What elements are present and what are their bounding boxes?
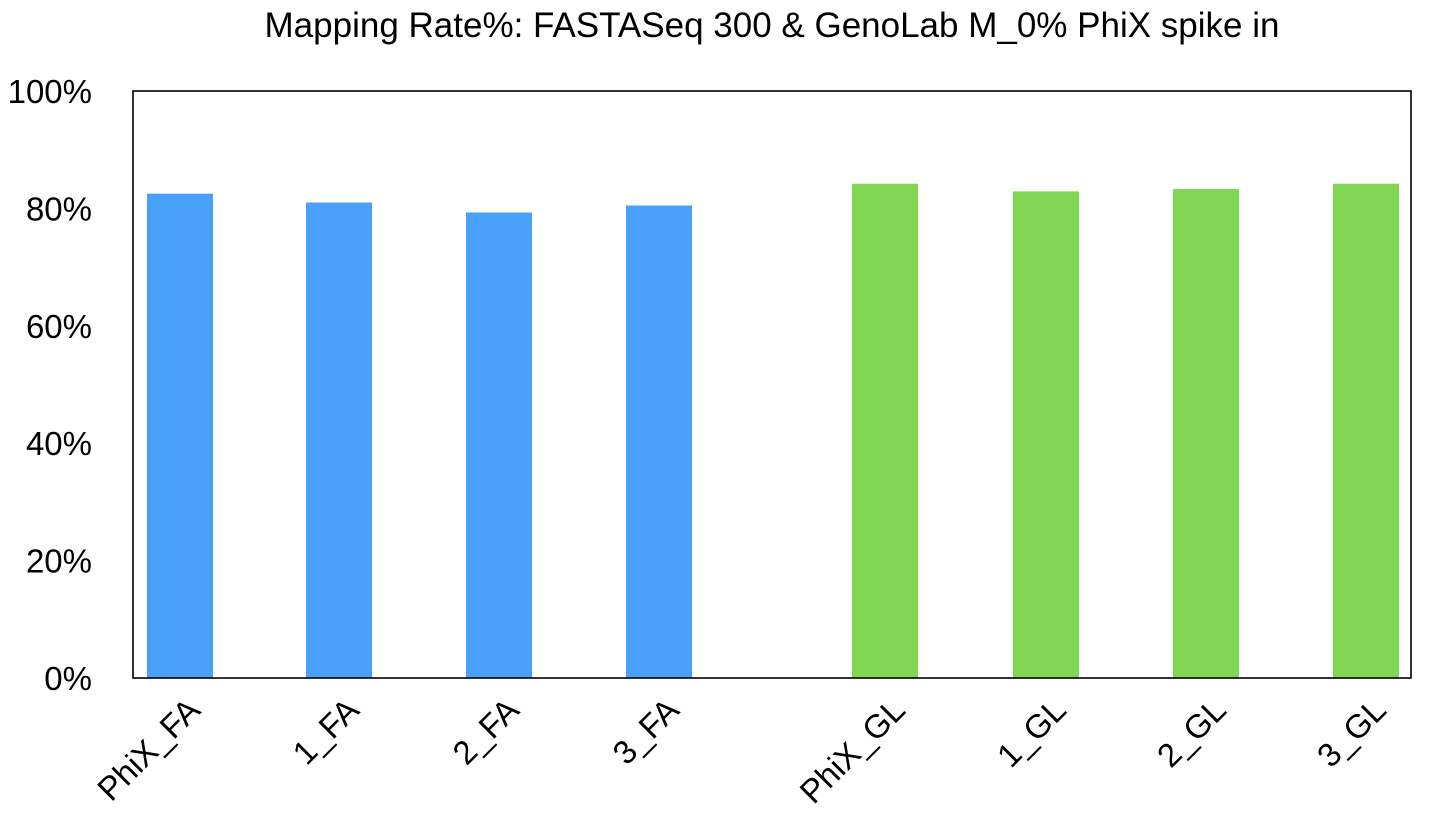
bar-phix-fa: [147, 193, 213, 678]
bar-3-gl: [1333, 183, 1399, 678]
x-category-label: 2_GL: [1150, 691, 1233, 774]
bars-layer: [147, 183, 1399, 678]
bar-phix-gl: [852, 183, 918, 678]
y-tick-label: 40%: [26, 425, 92, 462]
x-category-label: 3_GL: [1310, 691, 1393, 774]
y-tick-label: 100%: [8, 73, 92, 110]
bar-1-fa: [306, 202, 372, 678]
y-tick-label: 60%: [26, 308, 92, 345]
y-tick-label: 0%: [44, 660, 92, 697]
y-tick-label: 20%: [26, 543, 92, 580]
plot-area-frame: [132, 90, 1412, 679]
y-tick-label: 80%: [26, 190, 92, 227]
x-category-label: PhiX_GL: [792, 691, 912, 811]
bar-2-gl: [1173, 189, 1239, 678]
bar-3-fa: [626, 205, 692, 678]
x-category-label: 1_FA: [285, 691, 366, 772]
x-category-label: 1_GL: [990, 691, 1073, 774]
bar-1-gl: [1013, 191, 1079, 678]
x-axis-labels: PhiX_FA 1_FA 2_FA 3_FA PhiX_GL 1_GL 2_GL 3_GL: [90, 691, 1393, 811]
y-axis-ticks: 0% 20% 40% 60% 80% 100%: [8, 73, 92, 697]
bar-2-fa: [466, 212, 532, 678]
x-category-label: PhiX_FA: [90, 691, 207, 808]
x-category-label: 3_FA: [605, 691, 686, 772]
chart-title: Mapping Rate%: FASTASeq 300 & GenoLab M_…: [265, 6, 1280, 45]
x-category-label: 2_FA: [445, 691, 526, 772]
